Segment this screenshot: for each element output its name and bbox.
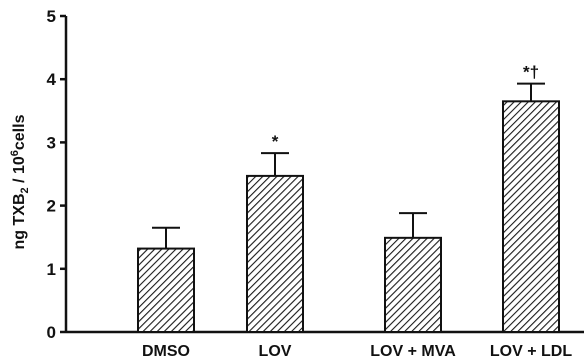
y-tick-label: 3	[47, 133, 56, 152]
bar	[137, 247, 195, 334]
y-tick-label: 0	[47, 323, 56, 342]
x-category-label: DMSO	[142, 343, 190, 360]
y-axis-label: ng TXB2 / 106cells	[9, 114, 31, 249]
bar	[502, 100, 560, 333]
bar	[246, 174, 304, 333]
y-tick-label: 4	[47, 70, 57, 89]
y-tick-label: 2	[47, 197, 56, 216]
x-category-label: LOV + MVA	[370, 343, 456, 360]
x-category-label: LOV	[259, 343, 292, 360]
y-tick-label: 5	[47, 7, 56, 26]
significance-marker: *	[272, 132, 279, 151]
bar	[384, 236, 442, 333]
x-category-label: LOV + LDL	[490, 343, 572, 360]
y-tick-label: 1	[47, 260, 56, 279]
significance-marker: *†	[523, 63, 539, 82]
